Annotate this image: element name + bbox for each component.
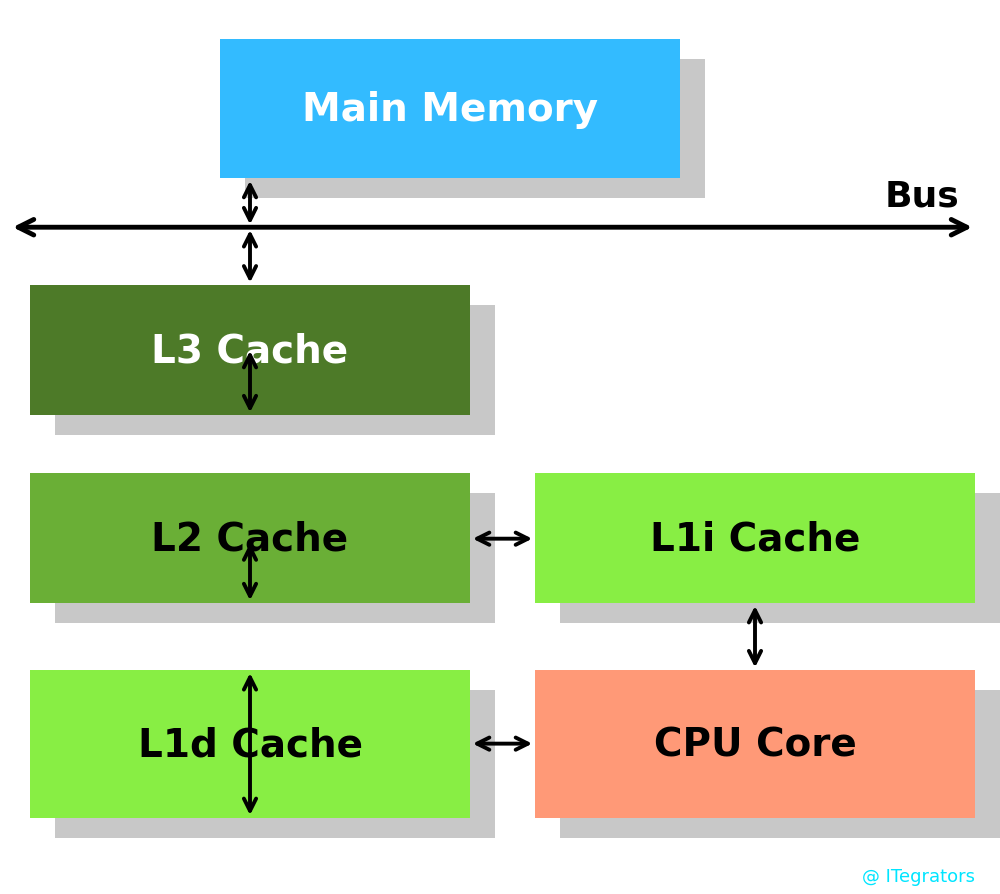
Text: @ ITegrators: @ ITegrators (862, 867, 975, 885)
Text: CPU Core: CPU Core (654, 725, 856, 763)
Bar (30, 474, 470, 603)
Bar (30, 286, 470, 416)
Bar (535, 474, 975, 603)
Text: Bus: Bus (885, 179, 960, 213)
Text: L1d Cache: L1d Cache (138, 725, 362, 763)
Text: Main Memory: Main Memory (302, 90, 598, 129)
Text: L1i Cache: L1i Cache (650, 519, 860, 558)
Bar (560, 690, 1000, 838)
Bar (245, 60, 705, 198)
Bar (55, 493, 495, 623)
Bar (560, 493, 1000, 623)
Bar (220, 40, 680, 179)
Text: L3 Cache: L3 Cache (151, 332, 349, 370)
Bar (535, 670, 975, 818)
Bar (30, 670, 470, 818)
Bar (55, 306, 495, 435)
Text: L2 Cache: L2 Cache (151, 519, 349, 558)
Bar (55, 690, 495, 838)
